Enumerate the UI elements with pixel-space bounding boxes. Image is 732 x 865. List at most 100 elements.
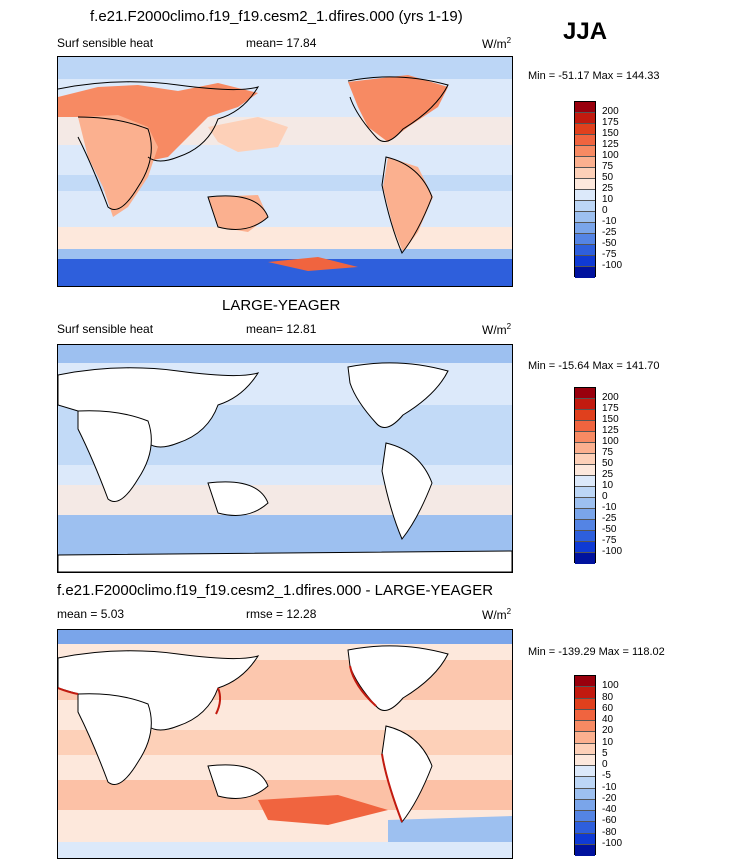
panel-1-mean-label: mean= 17.84 xyxy=(246,36,317,50)
colorbar-tick-label: 200 xyxy=(602,106,619,117)
panel-3-units: W/m2 xyxy=(482,607,511,622)
colorbar-tick-label: -100 xyxy=(602,260,623,271)
colorbar-swatch xyxy=(575,223,595,234)
panel-2-minmax: Min = -15.64 Max = 141.70 xyxy=(528,360,660,372)
colorbar-swatch xyxy=(575,743,595,755)
colorbar-tick-label: 25 xyxy=(602,183,614,194)
colorbar-tick-label: 10 xyxy=(602,736,614,748)
colorbar-swatch xyxy=(575,498,595,509)
colorbar-swatch xyxy=(575,267,595,278)
panel-2-map-svg xyxy=(58,345,512,572)
colorbar-tick-label: 80 xyxy=(602,691,614,703)
panel-2-mean-label: mean= 12.81 xyxy=(246,322,317,336)
panel-3-title: f.e21.F2000climo.f19_f19.cesm2_1.dfires.… xyxy=(57,582,494,599)
panel-1-samerica-warm xyxy=(383,157,433,252)
panel-3-units-base: W/m xyxy=(482,608,507,622)
colorbar-tick-label: -75 xyxy=(602,249,617,260)
panel-1-colorbar xyxy=(574,101,596,278)
colorbar-tick-label: 5 xyxy=(602,747,608,759)
colorbar-tick-label: 10 xyxy=(602,480,614,491)
colorbar-tick-label: 150 xyxy=(602,414,619,425)
panel-3-land xyxy=(58,645,449,823)
panel-1-africa-warm xyxy=(78,115,158,217)
colorbar-tick-label: 20 xyxy=(602,725,614,737)
panel-1-eurasia-africa-hot xyxy=(58,83,258,161)
colorbar-swatch xyxy=(575,833,595,845)
colorbar-tick-label: -40 xyxy=(602,804,617,815)
colorbar-tick-label: -25 xyxy=(602,513,617,524)
panel-1-australia-warm xyxy=(208,195,268,232)
colorbar-swatch xyxy=(575,487,595,498)
colorbar-swatch xyxy=(575,212,595,223)
colorbar-tick-label: 100 xyxy=(602,150,619,161)
panel-1-coast-australia xyxy=(207,195,269,230)
colorbar-swatch xyxy=(575,766,595,778)
colorbar-swatch xyxy=(575,799,595,811)
colorbar-swatch xyxy=(575,146,595,157)
panel-1-coastlines xyxy=(58,76,449,254)
colorbar-tick-label: 50 xyxy=(602,172,614,183)
colorbar-swatch xyxy=(575,168,595,179)
colorbar-swatch xyxy=(575,410,595,421)
panel-3-southern-hotspot xyxy=(258,795,388,825)
colorbar-swatch xyxy=(575,465,595,476)
colorbar-swatch xyxy=(575,520,595,531)
colorbar-swatch xyxy=(575,732,595,744)
colorbar-tick-label: 125 xyxy=(602,425,619,436)
panel-3-rmse-label: rmse = 12.28 xyxy=(246,607,317,621)
colorbar-tick-label: -50 xyxy=(602,238,617,249)
colorbar-tick-label: -100 xyxy=(602,546,623,557)
panel-2-variable-label: Surf sensible heat xyxy=(57,322,154,336)
panel-2-colorbar xyxy=(574,387,596,564)
colorbar-swatch xyxy=(575,721,595,733)
colorbar-tick-label: 75 xyxy=(602,161,614,172)
colorbar-swatch xyxy=(575,777,595,789)
colorbar-tick-label: 60 xyxy=(602,702,614,714)
colorbar-tick-label: 200 xyxy=(602,392,619,403)
colorbar-swatch xyxy=(575,509,595,520)
colorbar-tick-label: 0 xyxy=(602,491,608,502)
colorbar-tick-label: -10 xyxy=(602,216,617,227)
colorbar-swatch xyxy=(575,157,595,168)
panel-1-map-svg xyxy=(58,57,512,286)
panel-1-namerica-hot xyxy=(348,75,448,142)
colorbar-tick-label: -5 xyxy=(602,770,611,782)
panel-2-land xyxy=(58,362,512,572)
panel-1-title: f.e21.F2000climo.f19_f19.cesm2_1.dfires.… xyxy=(90,8,463,25)
colorbar-swatch xyxy=(575,399,595,410)
colorbar-swatch xyxy=(575,113,595,124)
colorbar-swatch xyxy=(575,687,595,699)
colorbar-tick-label: -100 xyxy=(602,837,623,849)
panel-1-asia-warm xyxy=(208,117,288,152)
colorbar-swatch xyxy=(575,698,595,710)
colorbar-tick-label: 0 xyxy=(602,759,608,770)
colorbar-swatch xyxy=(575,421,595,432)
panel-3-map xyxy=(57,629,513,859)
colorbar-tick-label: 0 xyxy=(602,205,608,216)
panel-1-map xyxy=(57,56,513,287)
panel-2-land-samerica xyxy=(381,442,433,540)
panel-3-hotspot-west xyxy=(58,687,79,695)
colorbar-tick-label: -10 xyxy=(602,502,617,513)
colorbar-swatch xyxy=(575,201,595,212)
panel-2-land-antarctica xyxy=(58,550,512,572)
panel-3-southern-cold xyxy=(388,816,512,844)
panel-2-units: W/m2 xyxy=(482,322,511,337)
panel-3-land-namerica xyxy=(347,645,449,711)
panel-1-southern-ocean xyxy=(58,249,512,259)
panel-3-coastal-hotspots xyxy=(58,665,403,823)
colorbar-swatch xyxy=(575,443,595,454)
colorbar-swatch xyxy=(575,124,595,135)
panel-2-land-namerica xyxy=(347,362,449,428)
colorbar-tick-label: 10 xyxy=(602,194,614,205)
panel-3-land-australia xyxy=(207,764,269,799)
panel-2-south-band xyxy=(58,485,512,515)
panel-1-coast-africa xyxy=(77,116,152,210)
panel-3-mean-label: mean = 5.03 xyxy=(57,607,125,621)
panel-3-hotspot-samerica xyxy=(381,753,403,823)
panel-1-units-base: W/m xyxy=(482,37,507,51)
colorbar-swatch xyxy=(575,542,595,553)
colorbar-swatch xyxy=(575,388,595,399)
colorbar-tick-label: 75 xyxy=(602,447,614,458)
panel-1-antarctic-hotspot xyxy=(268,257,358,271)
